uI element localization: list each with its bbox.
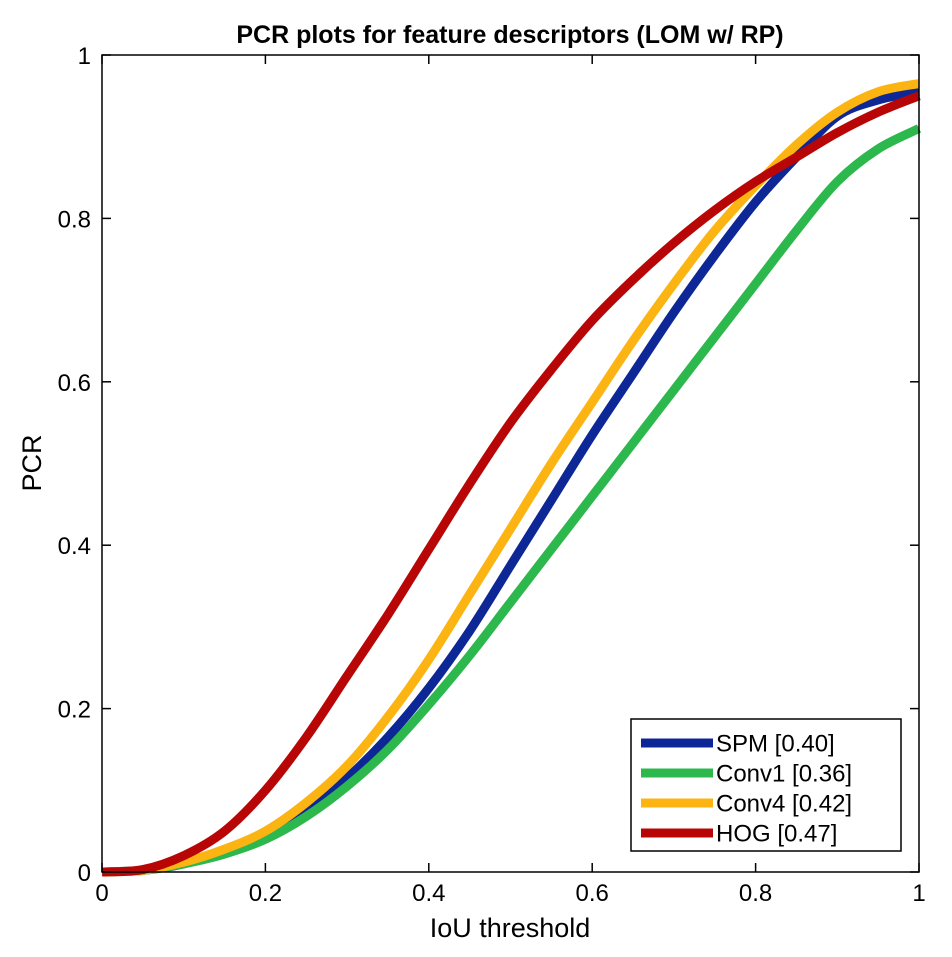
legend-label-3: Conv4 [0.42] [716,791,852,818]
x-tick-label: 0 [95,880,108,907]
x-tick-label: 0.4 [412,880,445,907]
x-axis-label: IoU threshold [430,913,591,943]
y-tick-label: 0.6 [58,370,91,397]
x-tick-label: 0.8 [739,880,772,907]
y-tick-label: 0.4 [58,533,91,560]
y-tick-label: 0.2 [58,697,91,724]
series-line-3 [101,79,920,877]
legend-label-1: SPM [0.40] [716,731,835,758]
x-tick-label: 0.2 [249,880,282,907]
series-line-4 [101,91,921,877]
legend: SPM [0.40] Conv1 [0.36] Conv4 [0.42] HOG [0… [630,718,902,852]
y-tick-label: 0 [78,860,91,887]
legend-label-4: HOG [0.47] [716,821,837,848]
plot-frame [101,54,920,873]
series-line-2 [101,124,922,877]
legend-label-2: Conv1 [0.36] [716,761,852,788]
ticks-layer: 0 0.2 0.4 0.6 0.8 1 0 0.2 0.4 0.6 0.8 1 [58,43,926,907]
y-tick-label: 1 [78,43,91,70]
chart-title: PCR plots for feature descriptors (LOM w… [236,21,783,49]
y-tick-label: 0.8 [58,206,91,233]
legend-items: SPM [0.40] Conv1 [0.36] Conv4 [0.42] HOG [0… [641,731,852,848]
x-tick-label: 0.6 [576,880,609,907]
x-tick-label: 1 [912,880,925,907]
y-axis-label: PCR [17,434,47,491]
series-layer [101,79,922,877]
